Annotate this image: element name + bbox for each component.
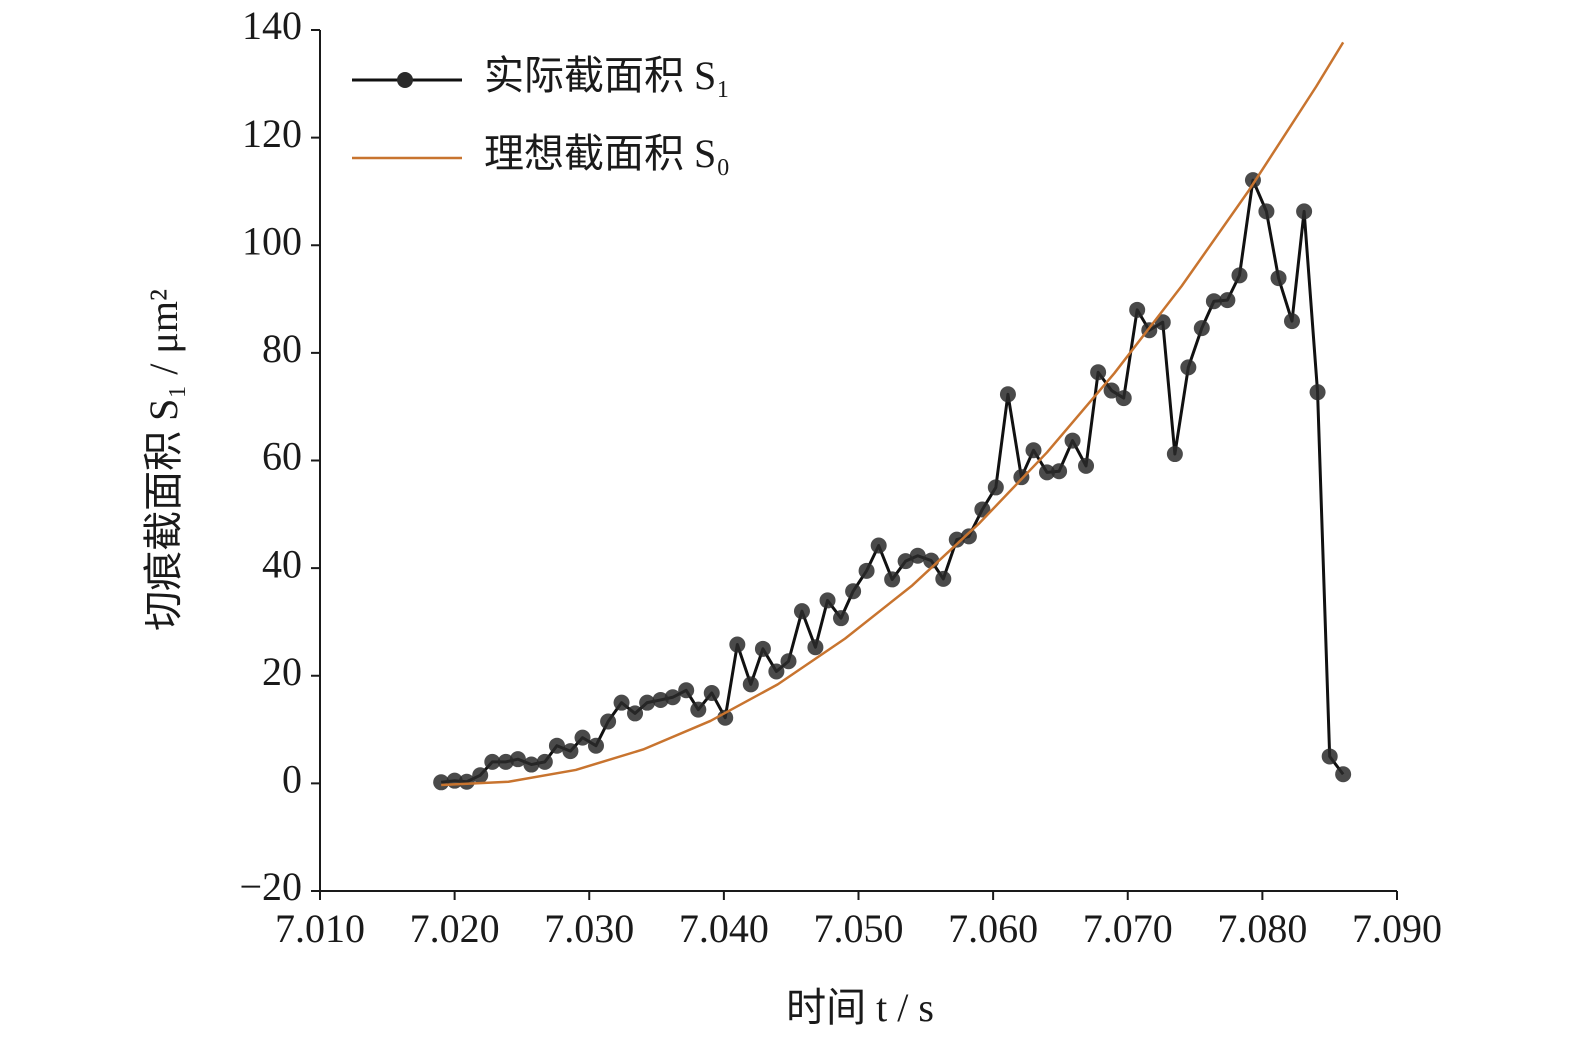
data-point xyxy=(1219,292,1236,309)
data-point xyxy=(1180,359,1197,376)
data-point xyxy=(509,751,526,768)
data-point xyxy=(729,636,746,653)
x-tick-label: 7.090 xyxy=(1352,906,1442,951)
data-point xyxy=(987,479,1004,496)
data-point xyxy=(1090,364,1107,381)
y-tick-label: 100 xyxy=(242,218,302,263)
data-point xyxy=(433,774,450,791)
y-axis-label: 切痕截面积 S₁ / μm² xyxy=(141,289,186,631)
data-point xyxy=(1309,384,1326,401)
data-point xyxy=(613,694,630,711)
data-point xyxy=(935,570,952,587)
data-point xyxy=(639,694,656,711)
legend-marker xyxy=(397,72,413,88)
data-point xyxy=(1335,766,1352,783)
data-point xyxy=(819,592,836,609)
data-point xyxy=(1193,320,1210,337)
x-tick-label: 7.050 xyxy=(814,906,904,951)
data-point xyxy=(1051,463,1068,480)
data-point xyxy=(948,531,965,548)
data-point xyxy=(536,753,553,770)
x-tick-label: 7.040 xyxy=(679,906,769,951)
data-point xyxy=(690,701,707,718)
data-point xyxy=(587,737,604,754)
y-tick-label: −20 xyxy=(239,864,302,909)
data-point xyxy=(1013,469,1030,486)
x-tick-label: 7.060 xyxy=(948,906,1038,951)
data-point xyxy=(960,528,977,545)
data-point xyxy=(472,767,489,784)
data-point xyxy=(1166,446,1183,463)
x-axis-label: 时间 t / s xyxy=(786,985,934,1030)
data-point xyxy=(1321,748,1338,765)
data-point xyxy=(807,639,824,656)
data-point xyxy=(703,684,720,701)
data-point xyxy=(909,547,926,564)
x-tick-label: 7.020 xyxy=(410,906,500,951)
data-point xyxy=(484,753,501,770)
data-point xyxy=(1231,267,1248,284)
data-point xyxy=(897,553,914,570)
data-point xyxy=(1078,457,1095,474)
data-point xyxy=(458,773,475,790)
x-tick-label: 7.010 xyxy=(275,906,365,951)
data-point xyxy=(1115,390,1132,407)
data-point xyxy=(1270,270,1287,287)
data-point xyxy=(600,713,617,730)
y-tick-label: 140 xyxy=(242,3,302,48)
data-point xyxy=(754,640,771,657)
series-line xyxy=(441,41,1345,787)
data-point xyxy=(780,653,797,670)
legend-label: 理想截面积 S₀ xyxy=(484,131,730,176)
data-point xyxy=(497,753,514,770)
y-tick-label: 20 xyxy=(262,649,302,694)
y-tick-label: 120 xyxy=(242,111,302,156)
legend-label: 实际截面积 S₁ xyxy=(484,53,730,98)
data-point xyxy=(1103,382,1120,399)
data-point xyxy=(1064,432,1081,449)
data-point xyxy=(1258,203,1275,220)
x-tick-label: 7.070 xyxy=(1083,906,1173,951)
series-line xyxy=(440,178,1345,784)
y-tick-label: 40 xyxy=(262,541,302,586)
data-point xyxy=(870,537,887,554)
data-point xyxy=(884,571,901,588)
y-tick-label: 60 xyxy=(262,434,302,479)
data-point xyxy=(548,737,565,754)
y-tick-label: 80 xyxy=(262,326,302,371)
data-point xyxy=(845,583,862,600)
data-point xyxy=(574,729,591,746)
data-point xyxy=(974,501,991,518)
data-point xyxy=(1296,203,1313,220)
data-point xyxy=(858,562,875,579)
data-point xyxy=(562,743,579,760)
data-point xyxy=(664,689,681,706)
x-tick-label: 7.030 xyxy=(544,906,634,951)
data-point xyxy=(1283,313,1300,330)
data-point xyxy=(627,705,644,722)
data-point xyxy=(1205,293,1222,310)
data-point xyxy=(832,610,849,627)
data-point xyxy=(768,663,785,680)
data-point xyxy=(1025,442,1042,459)
data-point xyxy=(678,682,695,699)
data-point xyxy=(1154,314,1171,331)
data-point xyxy=(652,691,669,708)
data-point xyxy=(999,386,1016,403)
data-point xyxy=(523,756,540,773)
data-point xyxy=(793,603,810,620)
data-point xyxy=(1129,301,1146,318)
x-tick-label: 7.080 xyxy=(1217,906,1307,951)
data-point xyxy=(742,676,759,693)
data-point xyxy=(1038,464,1055,481)
y-tick-label: 0 xyxy=(282,757,302,802)
